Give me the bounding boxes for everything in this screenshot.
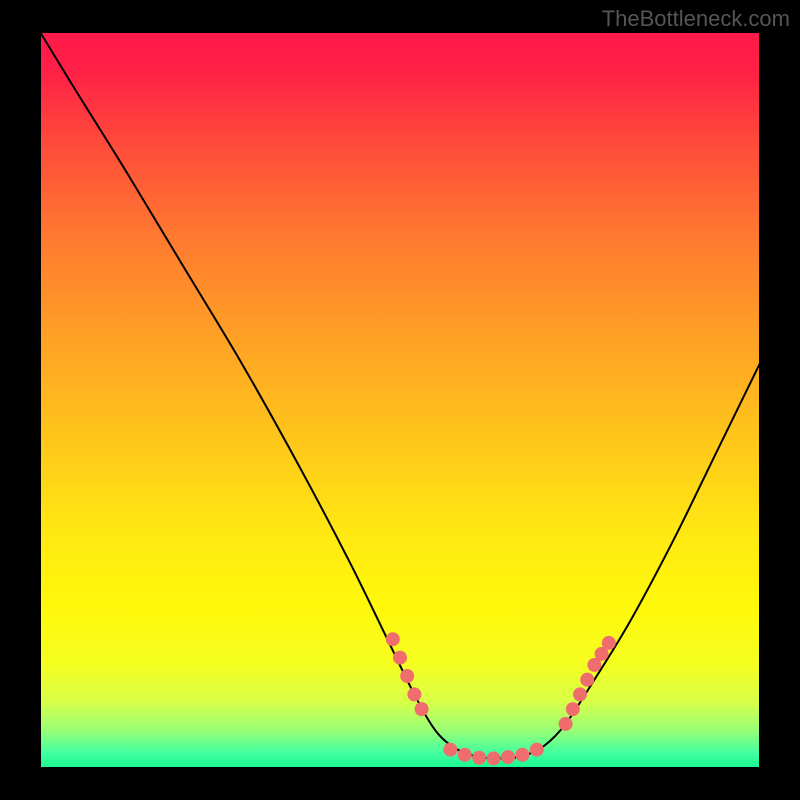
scatter-point (472, 751, 486, 765)
scatter-point (415, 702, 429, 716)
scatter-point (393, 651, 407, 665)
scatter-point (501, 750, 515, 764)
scatter-point (407, 687, 421, 701)
scatter-point (530, 743, 544, 757)
scatter-point (487, 751, 501, 765)
scatter-point (443, 743, 457, 757)
scatter-point (573, 687, 587, 701)
scatter-point (515, 748, 529, 762)
scatter-point (400, 669, 414, 683)
scatter-point (386, 632, 400, 646)
scatter-point (602, 636, 616, 650)
watermark-text: TheBottleneck.com (602, 6, 790, 32)
scatter-point (580, 673, 594, 687)
bottleneck-chart (0, 0, 800, 800)
chart-container: TheBottleneck.com (0, 0, 800, 800)
scatter-point (566, 702, 580, 716)
scatter-point (559, 717, 573, 731)
scatter-point (458, 748, 472, 762)
